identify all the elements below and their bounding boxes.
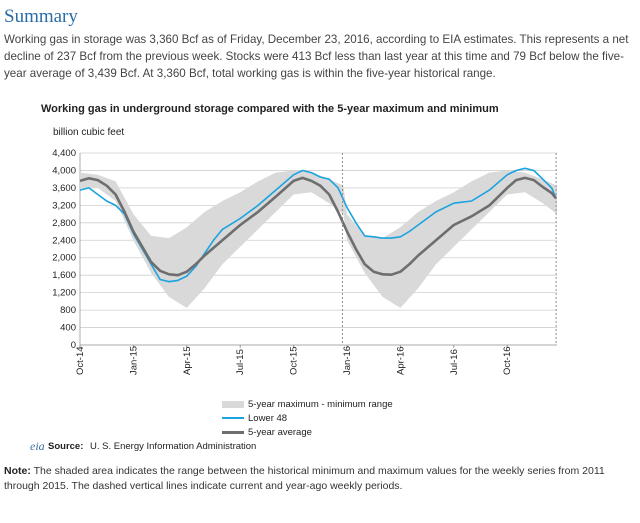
range-band	[80, 170, 557, 308]
x-tick-label: Oct-16	[502, 346, 513, 375]
y-tick-label: 4,000	[52, 165, 76, 176]
svg-text:eia: eia	[30, 439, 45, 452]
y-tick-label: 2,800	[52, 218, 76, 229]
x-tick-label: Jul-16	[449, 349, 460, 375]
legend-item-lower48: Lower 48	[222, 411, 393, 425]
y-axis-unit-label: billion cubic feet	[53, 127, 125, 138]
x-tick-label: Apr-15	[182, 346, 193, 375]
y-tick-label: 3,200	[52, 200, 76, 211]
summary-heading: Summary	[4, 6, 78, 27]
note-label: Note:	[4, 465, 31, 477]
legend-label-average: 5-year average	[248, 426, 312, 438]
chart-title: Working gas in underground storage compa…	[41, 103, 499, 115]
note-text: The shaded area indicates the range betw…	[4, 465, 605, 492]
source-text: U. S. Energy Information Administration	[90, 441, 257, 452]
summary-text: Working gas in storage was 3,360 Bcf as …	[4, 33, 629, 80]
legend-item-average: 5-year average	[222, 425, 393, 439]
y-tick-label: 800	[60, 305, 76, 316]
legend-item-range: 5-year maximum - minimum range	[222, 397, 393, 411]
y-tick-label: 400	[60, 323, 76, 334]
legend-label-range: 5-year maximum - minimum range	[248, 398, 393, 410]
source-line: Source: U. S. Energy Information Adminis…	[32, 441, 256, 452]
x-tick-label: Apr-16	[395, 346, 406, 375]
chart-legend: 5-year maximum - minimum range Lower 48 …	[222, 397, 393, 439]
x-tick-label: Oct-15	[289, 346, 300, 375]
x-tick-label: Oct-14	[75, 346, 86, 375]
y-tick-label: 3,600	[52, 183, 76, 194]
series-lines	[79, 167, 558, 283]
y-tick-label: 2,000	[52, 253, 76, 264]
x-tick-label: Jan-16	[342, 346, 353, 375]
legend-label-lower48: Lower 48	[248, 412, 288, 424]
y-tick-label: 2,400	[52, 235, 76, 246]
source-label: Source:	[48, 441, 84, 452]
current-period-markers	[342, 153, 557, 345]
eia-logo-icon: eia	[30, 439, 45, 452]
y-tick-label: 0	[71, 340, 76, 351]
range-band-area	[80, 170, 557, 308]
x-tick-label: Jan-15	[128, 346, 139, 375]
y-tick-label: 4,400	[52, 148, 76, 159]
storage-chart: 0 400 800 1,200 1,600 2,000 2,400 2,800 3,200 3,6…	[52, 148, 558, 375]
y-tick-label: 1,200	[52, 288, 76, 299]
range-swatch	[222, 400, 244, 408]
y-tick-label: 1,600	[52, 270, 76, 281]
x-tick-labels: Oct-14 Jan-15 Apr-15 Jul-15 Oct-15 Jan-16 Apr-…	[75, 345, 513, 375]
x-tick-label: Jul-15	[235, 349, 246, 375]
average-swatch	[222, 430, 244, 434]
y-tick-labels: 0 400 800 1,200 1,600 2,000 2,400 2,800 3,200 3,6…	[52, 148, 76, 351]
lower48-swatch	[222, 417, 244, 419]
average-line	[79, 176, 558, 277]
chart-note: Note: The shaded area indicates the rang…	[4, 464, 636, 494]
